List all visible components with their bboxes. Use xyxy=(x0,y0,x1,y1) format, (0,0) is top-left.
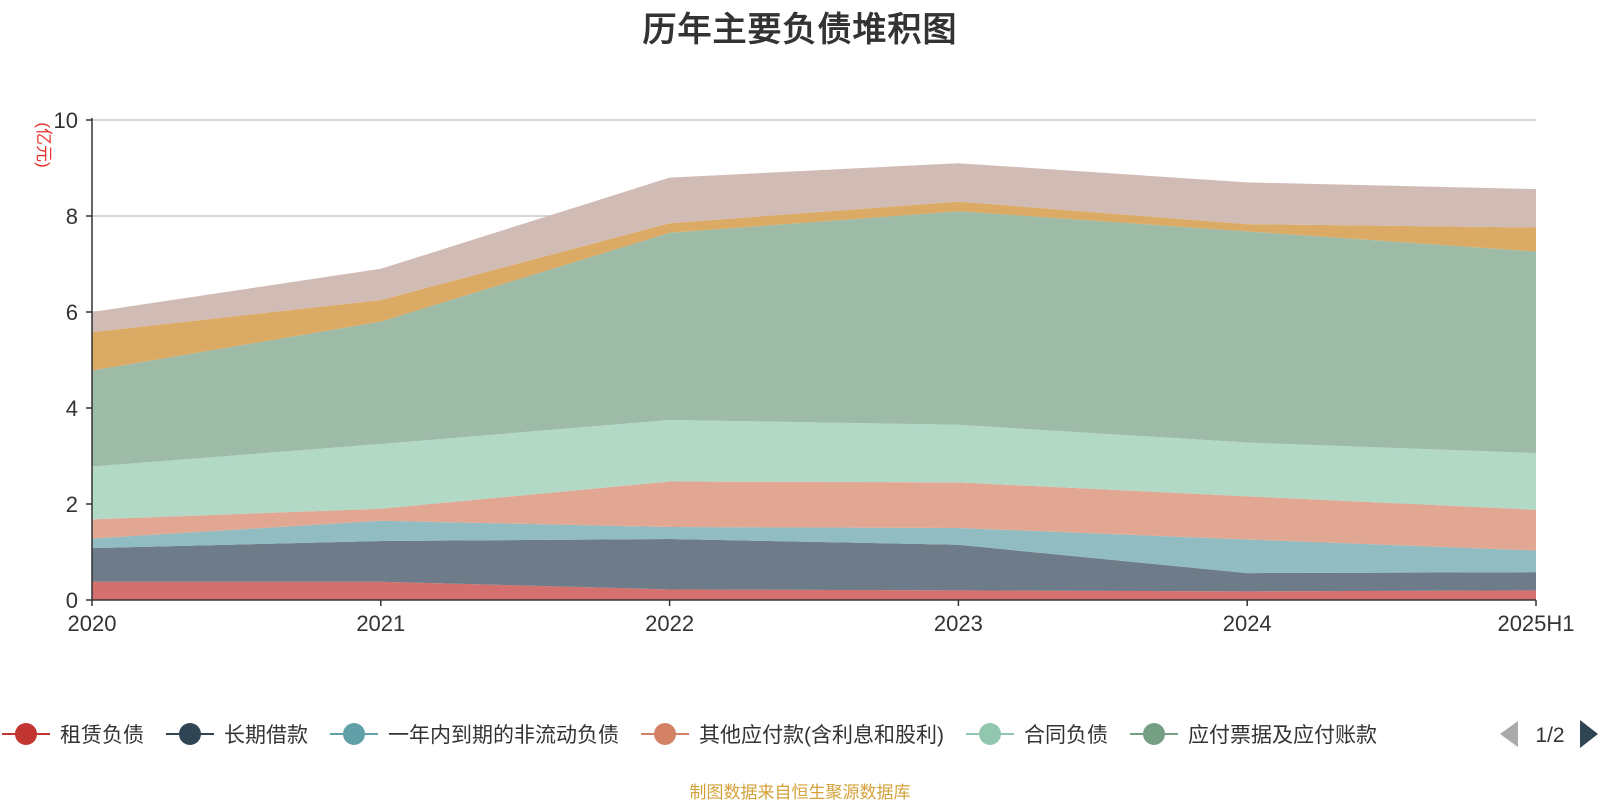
legend-marker-icon xyxy=(979,723,1001,745)
legend-prev-arrow-icon[interactable] xyxy=(1500,721,1518,747)
legend-marker-icon xyxy=(1143,723,1165,745)
legend-page-indicator: 1/2 xyxy=(1535,724,1564,747)
legend-label: 一年内到期的非流动负债 xyxy=(388,724,619,747)
legend-marker-icon xyxy=(654,723,676,745)
chart-title: 历年主要负债堆积图 xyxy=(642,11,958,49)
x-tick-label: 2023 xyxy=(934,611,983,636)
legend-marker-icon xyxy=(343,723,365,745)
legend-marker-icon xyxy=(179,723,201,745)
legend-label: 租赁负债 xyxy=(60,724,144,747)
legend-label: 长期借款 xyxy=(224,724,308,747)
x-tick-label: 2022 xyxy=(645,611,694,636)
legend-item-1[interactable]: 租赁负债 xyxy=(2,723,144,747)
area-series-3 xyxy=(92,520,1536,574)
legend-item-2[interactable]: 长期借款 xyxy=(166,723,308,747)
legend-next-arrow-icon[interactable] xyxy=(1580,720,1598,748)
legend-item-4[interactable]: 其他应付款(含利息和股利) xyxy=(641,723,944,747)
x-tick-label: 2025H1 xyxy=(1497,611,1574,636)
x-tick-label: 2021 xyxy=(356,611,405,636)
y-tick-label: 8 xyxy=(66,204,78,229)
legend-label: 合同负债 xyxy=(1024,724,1108,747)
area-layer xyxy=(92,163,1536,600)
legend-label: 应付票据及应付账款 xyxy=(1188,724,1377,747)
area-series-2 xyxy=(92,539,1536,592)
legend-marker-icon xyxy=(15,723,37,745)
area-series-1 xyxy=(92,581,1536,600)
y-tick-label: 10 xyxy=(54,108,78,133)
source-note: 制图数据来自恒生聚源数据库 xyxy=(689,783,911,800)
axis-layer: 0 2 4 6 8 10 2020 2021 2022 2023 2024 2025H1 (亿元) xyxy=(34,108,1575,636)
area-series-4 xyxy=(92,481,1536,551)
legend-item-3[interactable]: 一年内到期的非流动负债 xyxy=(330,723,619,747)
area-series-6 xyxy=(92,211,1536,467)
x-tick-label: 2024 xyxy=(1223,611,1272,636)
legend-item-5[interactable]: 合同负债 xyxy=(966,723,1108,747)
legend: 租赁负债 长期借款 一年内到期的非流动负债 其他应付款(含利息和股利) 合同负债 应付票据… xyxy=(2,723,1377,747)
x-tick-label: 2020 xyxy=(68,611,117,636)
y-tick-label: 0 xyxy=(66,588,78,613)
y-tick-label: 2 xyxy=(66,492,78,517)
legend-pager: 1/2 xyxy=(1500,720,1598,748)
legend-item-6[interactable]: 应付票据及应付账款 xyxy=(1130,723,1377,747)
legend-label: 其他应付款(含利息和股利) xyxy=(699,724,944,747)
y-tick-label: 6 xyxy=(66,300,78,325)
area-series-8 xyxy=(92,163,1536,333)
y-tick-label: 4 xyxy=(66,396,78,421)
y-axis-unit-label: (亿元) xyxy=(34,122,53,167)
area-series-5 xyxy=(92,420,1536,520)
